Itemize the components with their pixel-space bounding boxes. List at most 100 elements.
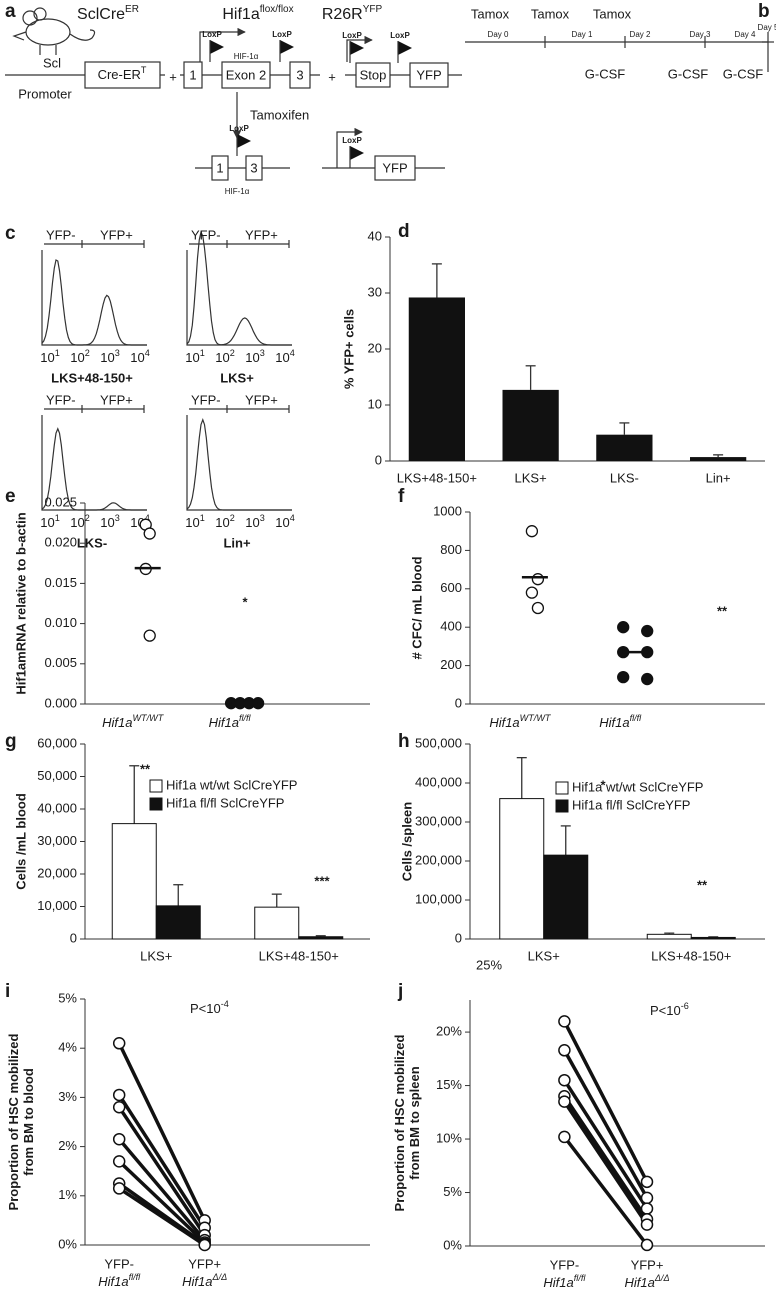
y-tick-label: 0.010 (44, 615, 77, 630)
chart-title: P<10-6 (650, 1001, 689, 1018)
panel-label: b (758, 1, 770, 22)
data-point (640, 1191, 654, 1205)
data-point (531, 573, 545, 586)
exon-label: 3 (250, 160, 257, 175)
loxp-flag (350, 146, 364, 160)
flow-tick-label: 102 (70, 348, 90, 365)
flow-tick-label-part: 4 (290, 513, 295, 523)
gate-bracket (44, 405, 145, 413)
histogram-axes (41, 250, 147, 346)
panel-label: c (5, 223, 16, 244)
legend-label: Hif1a fl/fl SclCreYFP (572, 797, 690, 812)
bar (499, 798, 545, 940)
y-tick-label: 600 (440, 580, 462, 595)
y-tick-label: 0.000 (44, 695, 77, 710)
gate-label: YFP- (191, 392, 221, 407)
y-tick-label: 0 (375, 452, 382, 467)
bar (111, 823, 157, 940)
flow-tick-label-part: 10 (40, 515, 54, 530)
data-point (640, 1218, 654, 1231)
histogram-curve (41, 259, 147, 346)
histogram-axes (186, 415, 292, 511)
bar (254, 906, 300, 940)
legend-swatch (555, 781, 569, 795)
flow-tick-label-part: 4 (145, 348, 150, 358)
gate-label: YFP+ (245, 392, 278, 407)
loxp-label: LoxP (342, 31, 362, 40)
flow-tick-label-part: 3 (260, 513, 265, 523)
plus: + (169, 69, 177, 84)
data-point (143, 629, 156, 642)
y-tick-label: 0 (455, 695, 462, 710)
bar (408, 297, 465, 461)
y-tick-label: 10,000 (37, 898, 77, 913)
annotation: * (242, 594, 248, 609)
y-tick-label: 5% (443, 1184, 462, 1199)
gcsf-label: G-CSF (585, 66, 626, 81)
flow-tick-label-part: 3 (115, 348, 120, 358)
x-tick-label-part: Hif1a (182, 1274, 212, 1289)
legend-label: Hif1a wt/wt SclCreYFP (166, 777, 297, 792)
flow-tick-label-part: 10 (215, 515, 229, 530)
x-tick-label-part: Hif1a (543, 1275, 573, 1290)
loxp-flag (398, 41, 412, 55)
y-axis-label-line: Proportion of HSC mobilized (6, 1033, 21, 1210)
tamox-label: Tamox (531, 6, 570, 21)
y-tick-label: 800 (440, 542, 462, 557)
x-tick-label: LKS+48-150+ (651, 948, 731, 963)
y-tick-label: 200 (440, 657, 462, 672)
y-tick-label: 4% (58, 1040, 77, 1055)
chart-title-part: -6 (681, 1001, 689, 1011)
x-tick-label-part: WT/WT (520, 713, 552, 723)
pair-line (117, 1138, 207, 1242)
exon-label: 1 (216, 160, 223, 175)
x-tick-label: LKS+ (515, 470, 547, 485)
tamoxifen-label: Tamoxifen (250, 107, 309, 122)
x-tick-label: LKS- (610, 470, 639, 485)
annotation: ** (717, 603, 728, 618)
yfp-label: YFP (416, 67, 441, 82)
flow-tick-label: 104 (275, 513, 295, 530)
y-tick-label: 3% (58, 1089, 77, 1104)
exon-box (211, 155, 229, 181)
chart-title-part: -4 (221, 999, 229, 1009)
gate-label: YFP- (191, 227, 221, 242)
cre-label: Cre-ERT (98, 65, 147, 82)
y-tick-label: 0.025 (44, 494, 77, 509)
x-tick-label-part: Δ/Δ (212, 1272, 228, 1282)
allele-title: Hif1aflox/flox (222, 4, 293, 23)
legend-swatch (149, 797, 163, 811)
pair-line (562, 1100, 649, 1226)
x-tick-label: YFP- (550, 1257, 580, 1272)
x-tick-label: Hif1afl/fl (98, 1272, 141, 1289)
gate-label: YFP+ (100, 227, 133, 242)
panel-label: f (398, 486, 405, 507)
annotation: ** (140, 761, 151, 776)
allele-text: Hif1a (222, 6, 259, 23)
y-tick-label: 0 (70, 930, 77, 945)
loxp-label: LoxP (342, 136, 362, 145)
histogram-title: LKS+ (220, 370, 254, 385)
x-tick-label-part: fl/fl (239, 713, 252, 723)
y-tick-label: 15% (436, 1077, 462, 1092)
data-point (143, 527, 156, 540)
legend-label: Hif1a fl/fl SclCreYFP (166, 795, 284, 810)
hif-label: HIF-1α (234, 52, 259, 61)
annotation: ** (697, 877, 708, 892)
flow-tick-label-part: 2 (85, 348, 90, 358)
y-axis-label: Cells /mL blood (13, 793, 28, 890)
x-tick-label-part: Hif1a (624, 1275, 654, 1290)
x-tick-label: Hif1aΔ/Δ (624, 1273, 669, 1290)
yfp-box (374, 155, 416, 181)
data-point (640, 1238, 654, 1252)
allele-title: R26RYFP (322, 4, 383, 23)
promoter-arrow (336, 127, 363, 168)
pair-line (562, 1095, 649, 1221)
flow-tick-label-part: 10 (100, 350, 114, 365)
plus: + (328, 69, 336, 84)
chart-title: P<10-4 (190, 999, 229, 1016)
flow-tick-label-part: 10 (275, 515, 289, 530)
cre-text: Cre-ER (98, 67, 141, 82)
flow-tick-label-part: 10 (40, 350, 54, 365)
